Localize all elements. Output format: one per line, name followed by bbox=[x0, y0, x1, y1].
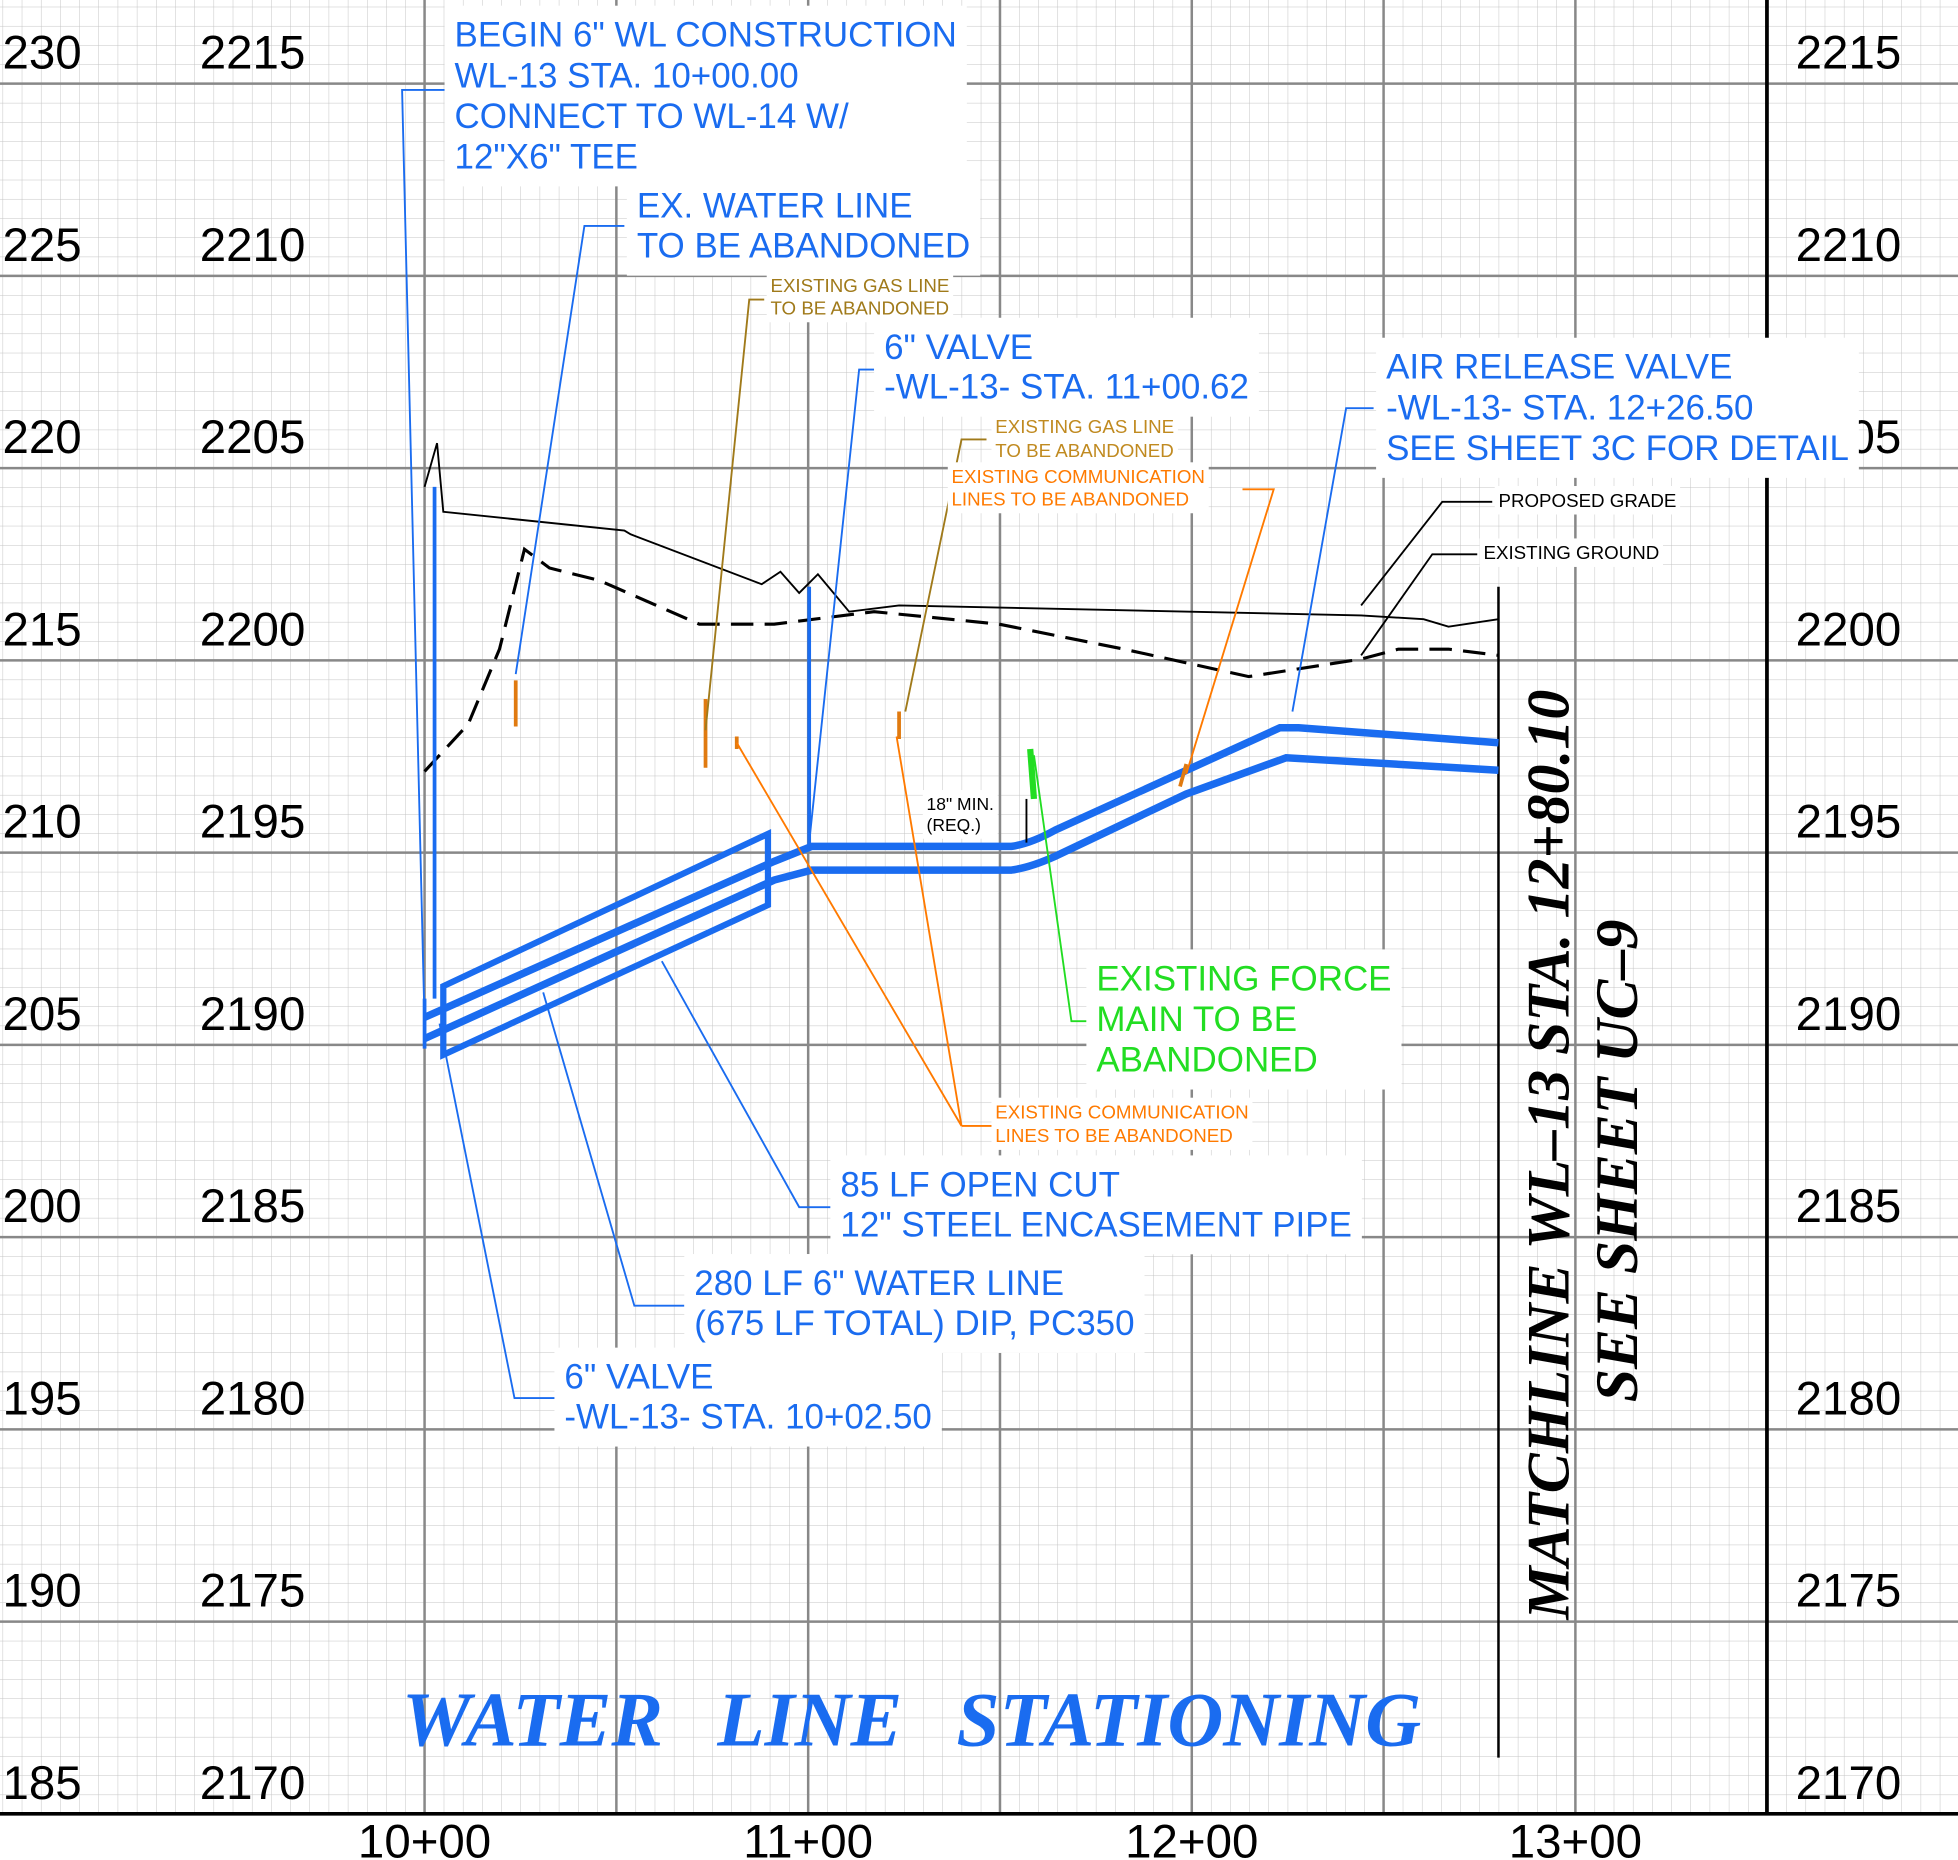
elevation-label: 2180 bbox=[200, 1372, 306, 1425]
annotation-text: (675 LF TOTAL) DIP, PC350 bbox=[694, 1304, 1134, 1343]
annotation-text: EXISTING GAS LINE bbox=[995, 416, 1174, 437]
annotation-text: MAIN TO BE bbox=[1096, 1000, 1297, 1039]
matchline-text: MATCHLINE WL–13 STA. 12+80.10 bbox=[1515, 690, 1581, 1621]
elevation-label: 225 bbox=[2, 219, 81, 272]
annotation-text: (REQ.) bbox=[927, 815, 981, 835]
elevation-label: 200 bbox=[2, 1180, 81, 1233]
annotation-text: 6" VALVE bbox=[884, 328, 1033, 367]
station-label: 13+00 bbox=[1509, 1816, 1642, 1860]
annotation-text: AIR RELEASE VALVE bbox=[1386, 348, 1732, 387]
elevation-label: 2215 bbox=[200, 27, 306, 80]
elevation-label: 190 bbox=[2, 1565, 81, 1618]
profile-drawing: 2302215221522522102210220220522052152200… bbox=[0, 0, 1958, 1860]
annotation-text: WL-13 STA. 10+00.00 bbox=[455, 56, 799, 95]
elevation-label: 2170 bbox=[1796, 1757, 1902, 1810]
elevation-label: 230 bbox=[2, 27, 81, 80]
annotation-text: PROPOSED GRADE bbox=[1498, 490, 1676, 511]
annotation-text: 12" STEEL ENCASEMENT PIPE bbox=[840, 1205, 1351, 1244]
annotation-text: EXISTING GROUND bbox=[1483, 542, 1659, 563]
station-label: 11+00 bbox=[743, 1816, 873, 1860]
elevation-label: 210 bbox=[2, 796, 81, 849]
annotation-text: EXISTING GAS LINE bbox=[770, 275, 949, 296]
annotation-text: -WL-13- STA. 11+00.62 bbox=[884, 368, 1249, 407]
annotation-text: EXISTING COMMUNICATION bbox=[995, 1101, 1248, 1122]
elevation-label: 2175 bbox=[1796, 1565, 1902, 1618]
annotation-text: TO BE ABANDONED bbox=[770, 298, 949, 319]
elevation-label: 2195 bbox=[1796, 796, 1902, 849]
elevation-label: 205 bbox=[2, 988, 81, 1041]
elevation-label: 215 bbox=[2, 603, 81, 656]
annotation-text: 85 LF OPEN CUT bbox=[840, 1165, 1120, 1204]
elevation-label: 2190 bbox=[1796, 988, 1902, 1041]
elevation-label: 2185 bbox=[200, 1180, 306, 1233]
annotation-text: CONNECT TO WL-14 W/ bbox=[455, 97, 849, 136]
elevation-label: 2195 bbox=[200, 796, 306, 849]
elevation-label: 2185 bbox=[1796, 1180, 1902, 1233]
annotation-text: LINES TO BE ABANDONED bbox=[952, 489, 1190, 510]
annotation-text: 6" VALVE bbox=[564, 1358, 713, 1397]
elevation-label: 195 bbox=[2, 1372, 81, 1425]
station-label: 12+00 bbox=[1125, 1816, 1258, 1860]
elevation-label: 2175 bbox=[200, 1565, 306, 1618]
annotation-text: -WL-13- STA. 12+26.50 bbox=[1386, 388, 1753, 427]
elevation-label: 2210 bbox=[1796, 219, 1902, 272]
elevation-label: 2180 bbox=[1796, 1372, 1902, 1425]
title: WATER LINE STATIONING bbox=[402, 1676, 1421, 1762]
station-label: 10+00 bbox=[358, 1816, 491, 1860]
elevation-label: 220 bbox=[2, 411, 81, 464]
annotation-text: EX. WATER LINE bbox=[637, 187, 913, 226]
annotation-text: -WL-13- STA. 10+02.50 bbox=[564, 1398, 931, 1437]
elevation-label: 2200 bbox=[200, 603, 306, 656]
elevation-label: 2190 bbox=[200, 988, 306, 1041]
annotation-text: EXISTING FORCE bbox=[1096, 959, 1391, 998]
annotation-text: 18" MIN. bbox=[927, 794, 994, 814]
elevation-label: 2205 bbox=[200, 411, 306, 464]
elevation-label: 2215 bbox=[1796, 27, 1902, 80]
annotation-text: SEE SHEET 3C FOR DETAIL bbox=[1386, 429, 1849, 468]
annotation-text: 12"X6" TEE bbox=[455, 137, 638, 176]
elevation-label: 2210 bbox=[200, 219, 306, 272]
annotation-text: 280 LF 6" WATER LINE bbox=[694, 1264, 1064, 1303]
annotation-text: TO BE ABANDONED bbox=[637, 227, 970, 266]
annotation-text: TO BE ABANDONED bbox=[995, 440, 1174, 461]
annotation-text: EXISTING COMMUNICATION bbox=[952, 466, 1205, 487]
elevation-label: 185 bbox=[2, 1757, 81, 1810]
matchline-text: SEE SHEET UC–9 bbox=[1584, 920, 1650, 1403]
annotation-text: ABANDONED bbox=[1096, 1041, 1317, 1080]
annotation-text: LINES TO BE ABANDONED bbox=[995, 1125, 1233, 1146]
elevation-label: 2200 bbox=[1796, 603, 1902, 656]
elevation-label: 2170 bbox=[200, 1757, 306, 1810]
annotation-text: BEGIN 6" WL CONSTRUCTION bbox=[455, 16, 957, 55]
